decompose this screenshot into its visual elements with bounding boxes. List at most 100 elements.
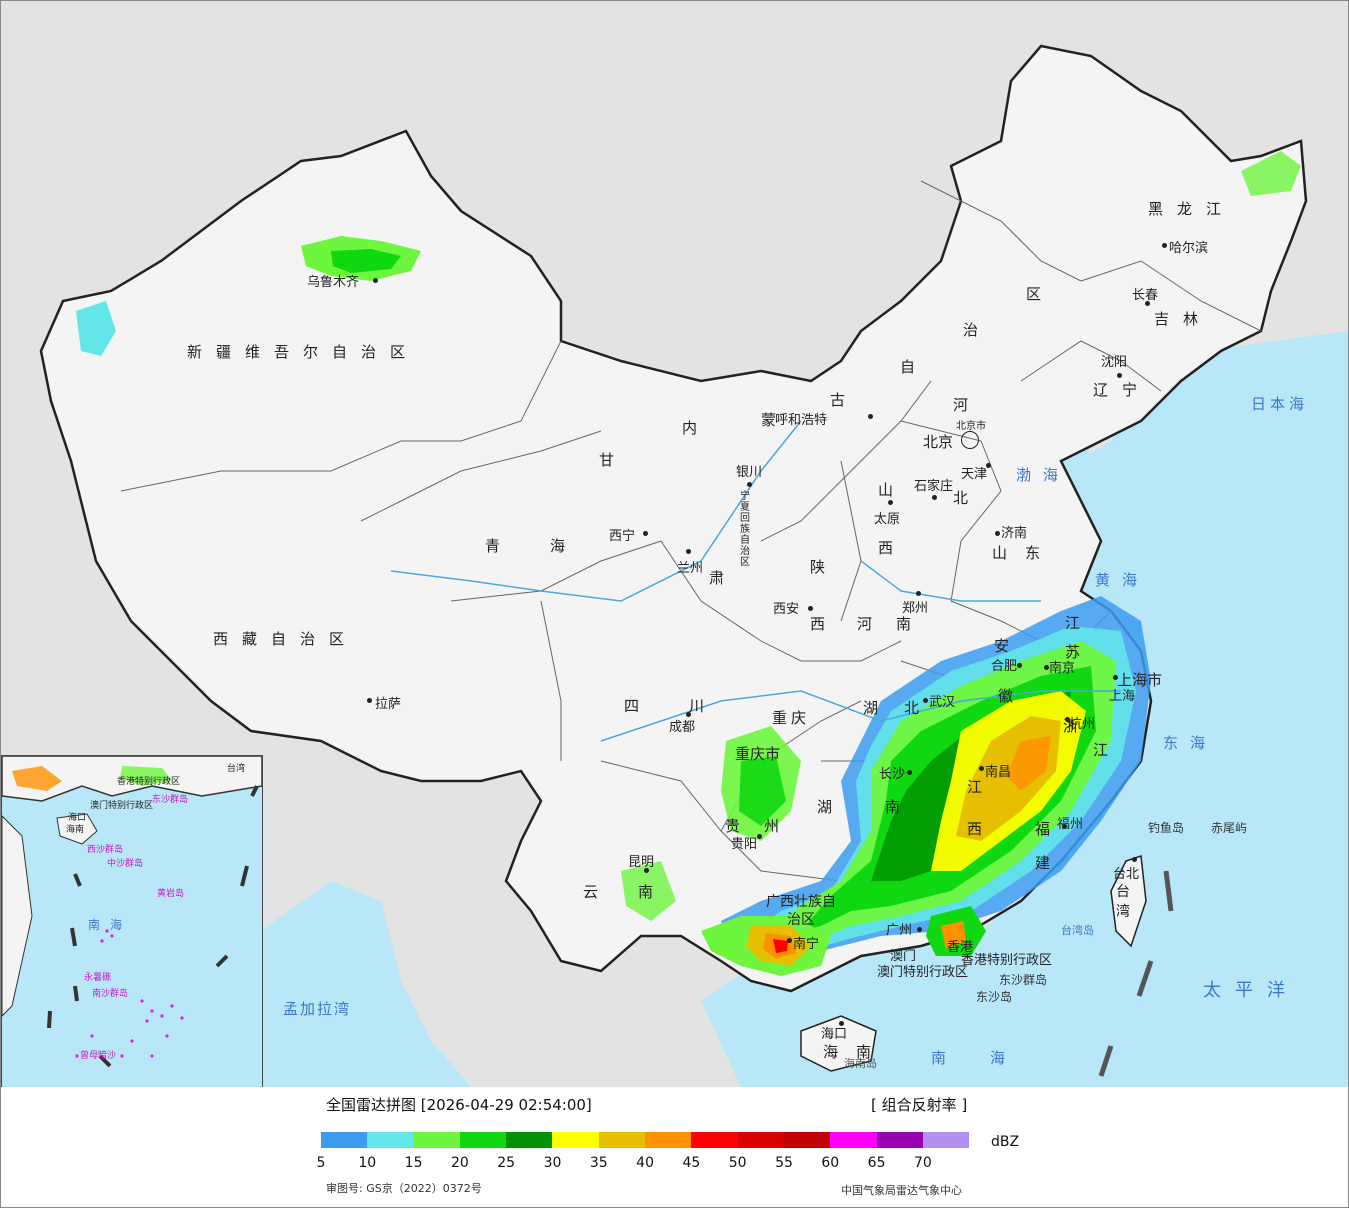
city-label: 东沙群岛 [999, 973, 1048, 987]
city-dot [1062, 824, 1067, 829]
city-dot [644, 868, 649, 873]
city-label: 南宁 [793, 937, 820, 952]
city-label: 西宁 [609, 529, 636, 544]
city-label: 台北 [1113, 867, 1140, 882]
province-label: 河南 [857, 615, 936, 633]
sea-label: 太平洋 [1203, 980, 1299, 1001]
city-label: 西安 [773, 602, 800, 617]
city-label: 南昌 [985, 765, 1012, 780]
city-dot [986, 463, 991, 468]
inset-label: 曾母暗沙 [80, 1051, 117, 1061]
province-label: 甘 [599, 451, 629, 469]
colorbar-tick-label: 50 [728, 1155, 747, 1171]
city-label: 银川 [736, 465, 763, 480]
colorbar-tick-label: 65 [867, 1155, 886, 1171]
province-label: 江 [1093, 741, 1123, 759]
city-dot [757, 834, 762, 839]
inset-label: 南沙群岛 [92, 989, 129, 999]
inset-label: 中沙群岛 [107, 859, 144, 869]
province-label: 黑龙江 [1148, 200, 1236, 218]
province-label: 北 [953, 489, 983, 507]
rivers [390, 420, 1121, 742]
province-label: 古 [830, 391, 860, 409]
city-dot [1017, 663, 1022, 668]
city-dot [686, 712, 691, 717]
agency-name: 中国气象局雷达气象中心 [841, 1184, 962, 1197]
city-label: 东沙岛 [976, 990, 1013, 1004]
city-label: 重庆市 [735, 745, 781, 763]
colorbar-swatch [552, 1132, 599, 1148]
city-label: 海南岛 [844, 1057, 877, 1070]
colorbar-tick-label: 60 [821, 1155, 840, 1171]
colorbar-swatch [830, 1132, 877, 1148]
province-label: 北 [904, 699, 934, 717]
city-label: 呼和浩特 [775, 413, 828, 428]
city-label: 合肥 [991, 659, 1018, 674]
colorbar-swatch [598, 1132, 646, 1148]
city-label: 台湾 [1116, 884, 1134, 920]
map-area: 新疆维吾尔自治区 西藏自治区 青海 甘 肃 内 蒙 古 自 治 区 黑龙江 吉林… [1, 1, 1348, 1087]
city-label: 上海 [1109, 689, 1136, 704]
city-dot [1065, 717, 1070, 722]
colorbar-tick-label: 20 [450, 1155, 469, 1171]
city-dot [787, 938, 792, 943]
province-label: 西 [878, 539, 908, 557]
colorbar-tick-label: 30 [543, 1155, 562, 1171]
colorbar-tick-label: 40 [636, 1155, 655, 1171]
province-label: 安 [994, 637, 1024, 655]
sea-label: 日本海 [1251, 395, 1309, 413]
province-label: 湖 [863, 699, 893, 717]
south-china-sea-inset: 南海 海南 东沙群岛 西沙群岛 中沙群岛 黄岩岛 南沙群岛 曾母暗沙 香港特别行… [1, 755, 263, 1087]
colorbar-swatch [691, 1132, 738, 1148]
province-label: 海南 [823, 1043, 890, 1061]
nine-dash-line [1098, 870, 1174, 1077]
province-label: 辽宁 [1093, 381, 1152, 399]
colorbar-tick-label: 45 [682, 1155, 701, 1171]
province-label: 苏 [1065, 643, 1095, 661]
province-label: 湖 [817, 798, 847, 816]
city-dot [367, 698, 372, 703]
unit-label: dBZ [991, 1134, 1020, 1150]
city-dot [643, 531, 648, 536]
city-label: 石家庄 [914, 479, 954, 494]
city-label: 拉萨 [375, 697, 402, 712]
colorbar-tick-label: 10 [358, 1155, 377, 1171]
city-label: 上海市 [1117, 671, 1163, 689]
city-label: 贵阳 [731, 837, 758, 852]
city-label: 广州 [886, 923, 913, 938]
approval-number: 审图号: GS京（2022）0372号 [326, 1182, 482, 1195]
colorbar-tick-label: 15 [404, 1155, 423, 1171]
province-label: 区 [1026, 285, 1056, 303]
city-dot [747, 482, 752, 487]
sea-label: 东海 [1163, 734, 1218, 752]
province-label: 云南 [583, 883, 694, 901]
province-label: 治 [963, 321, 993, 339]
inset-label: 香港特别行政区 [117, 777, 181, 787]
colorbar-swatch [367, 1132, 414, 1148]
city-label: 杭州 [1069, 717, 1096, 732]
province-label: 广西壮族自治区 [766, 894, 836, 928]
city-label: 长春 [1132, 288, 1159, 303]
province-label: 山东 [992, 544, 1059, 562]
colorbar-tick-label: 35 [589, 1155, 608, 1171]
colorbar-tick-label: 5 [316, 1155, 326, 1171]
colorbar-swatch [645, 1132, 692, 1148]
city-label: 南京 [1049, 661, 1076, 676]
province-label: 新疆维吾尔自治区 [187, 343, 420, 361]
province-label: 西 [967, 820, 997, 838]
city-label: 沈阳 [1101, 355, 1128, 370]
city-label: 福州 [1057, 817, 1084, 832]
province-label: 徽 [998, 687, 1028, 705]
product-label: [ 组合反射率 ] [871, 1096, 968, 1114]
colorbar [321, 1132, 970, 1148]
city-label: 济南 [1001, 526, 1028, 541]
china-map [39, 44, 1348, 1087]
colorbar-swatch [413, 1132, 460, 1148]
province-label: 蒙 [761, 411, 791, 429]
inset-label: 东沙群岛 [152, 795, 189, 805]
city-label: 武汉 [929, 695, 956, 710]
province-label: 建 [1035, 854, 1065, 872]
colorbar-swatch [783, 1132, 831, 1148]
taiwan-island [1110, 854, 1147, 948]
